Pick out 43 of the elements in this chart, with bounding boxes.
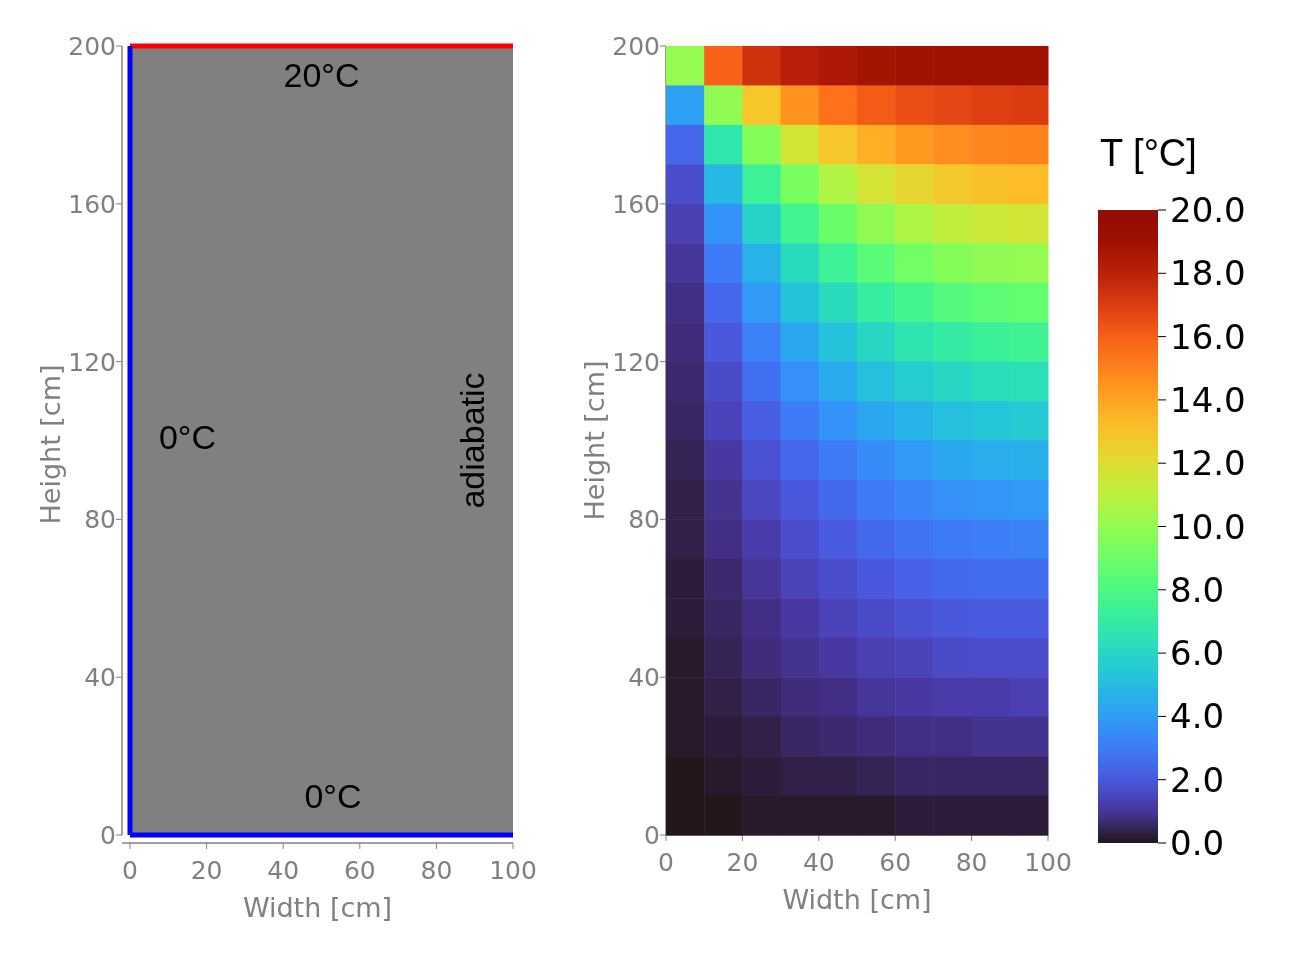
x-tick-label: 60 xyxy=(343,856,376,885)
color-bar-label: 18.0 xyxy=(1170,253,1246,294)
y-tick-label: 200 xyxy=(68,32,116,61)
y-tick-label: 40 xyxy=(84,663,116,693)
x-tick-label: 20 xyxy=(726,848,759,877)
x-axis-title: Width [cm] xyxy=(782,884,932,915)
y-tick-label: 200 xyxy=(612,32,660,61)
y-axis-title: Height [cm] xyxy=(35,364,66,525)
color-bar-label: 4.0 xyxy=(1170,696,1225,737)
annotation: 0°C xyxy=(158,418,216,457)
y-tick-label: 80 xyxy=(628,505,660,535)
color-bar-label: 20.0 xyxy=(1170,190,1246,230)
annotation: adiabatic xyxy=(452,372,491,509)
y-tick-label: 120 xyxy=(68,347,116,377)
x-tick-label: 80 xyxy=(955,848,988,877)
x-tick-label: 100 xyxy=(1024,848,1072,877)
y-tick-label: 80 xyxy=(84,505,116,535)
annotation: 0°C xyxy=(304,777,362,816)
color-bar-label: 16.0 xyxy=(1170,316,1246,357)
x-tick-label: 40 xyxy=(802,848,835,877)
y-axis-title: Height [cm] xyxy=(579,360,610,521)
x-tick-label: 0 xyxy=(122,856,138,885)
color-bar-label: 2.0 xyxy=(1170,759,1225,800)
annotation: 20°C xyxy=(283,55,360,94)
y-tick-label: 160 xyxy=(68,189,116,219)
y-tick-label: 40 xyxy=(628,663,660,693)
color-bar-label: 14.0 xyxy=(1170,379,1246,420)
x-axis-title: Width [cm] xyxy=(242,892,393,923)
y-tick-label: 160 xyxy=(612,189,660,219)
x-tick-label: 20 xyxy=(190,856,223,885)
color-bar-label: 6.0 xyxy=(1170,633,1225,674)
y-tick-label: 120 xyxy=(612,347,660,377)
color-bar-label: 12.0 xyxy=(1170,443,1246,484)
color-bar-label: 0.0 xyxy=(1170,823,1225,863)
y-tick-label: 0 xyxy=(644,821,660,850)
color-bar-label: 10.0 xyxy=(1170,506,1246,547)
color-bar-title: T [°C] xyxy=(1100,132,1197,174)
x-tick-label: 80 xyxy=(420,856,453,885)
x-tick-label: 40 xyxy=(267,856,300,885)
x-tick-label: 100 xyxy=(489,856,537,885)
color-bar-label: 8.0 xyxy=(1170,569,1225,610)
x-tick-label: 60 xyxy=(879,848,912,877)
y-tick-label: 0 xyxy=(100,821,116,850)
